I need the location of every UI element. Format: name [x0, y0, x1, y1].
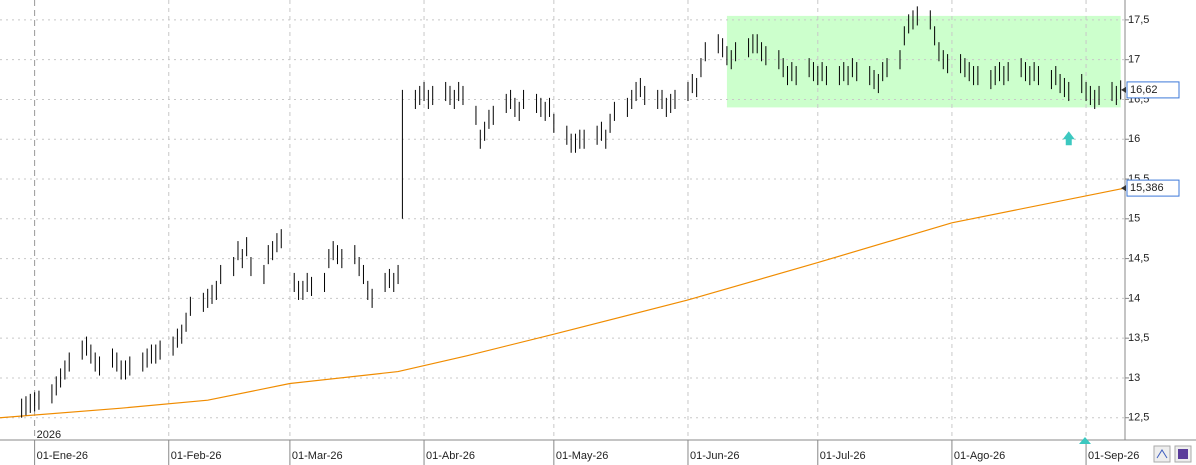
- y-tick-label: 12,5: [1128, 412, 1149, 424]
- year-label: 2026: [37, 429, 61, 441]
- y-tick-label: 17: [1128, 54, 1140, 66]
- x-tick-label: 01-Ene-26: [37, 450, 88, 462]
- moving-average-line: [0, 187, 1126, 419]
- y-tick-label: 14,5: [1128, 252, 1149, 264]
- ma-value-label-box: [1126, 179, 1180, 197]
- y-tick-label: 13,5: [1128, 332, 1149, 344]
- x-tick-label: 01-Jul-26: [820, 450, 866, 462]
- x-tick-label: 01-Abr-26: [426, 450, 475, 462]
- x-tick-label: 01-Feb-26: [171, 450, 222, 462]
- y-tick-label: 17,5: [1128, 14, 1149, 26]
- button-chart-icon: [1156, 449, 1168, 459]
- y-tick-label: 13: [1128, 372, 1140, 384]
- last-price-label-pointer: [1121, 86, 1126, 93]
- x-tick-label: 01-Mar-26: [292, 450, 343, 462]
- x-tick-label: 01-Sep-26: [1088, 450, 1139, 462]
- bottom-arrow: [1079, 437, 1091, 444]
- last-price-label: 16,62: [1130, 84, 1158, 96]
- button-chart[interactable]: [1153, 445, 1171, 463]
- x-tick-label: 01-May-26: [556, 450, 609, 462]
- y-tick-label: 14: [1128, 292, 1140, 304]
- signal-arrow: [1062, 131, 1075, 146]
- last-price-label-box: [1126, 81, 1180, 99]
- x-tick-label: 01-Ago-26: [954, 450, 1005, 462]
- y-tick-label: 15: [1128, 213, 1140, 225]
- button-save-icon: [1178, 449, 1188, 459]
- highlight-zone: [726, 15, 1121, 108]
- y-tick-label: 16: [1128, 133, 1140, 145]
- ma-value-label: 15,386: [1130, 182, 1164, 194]
- ma-value-label-pointer: [1121, 185, 1126, 192]
- x-tick-label: 01-Jun-26: [690, 450, 740, 462]
